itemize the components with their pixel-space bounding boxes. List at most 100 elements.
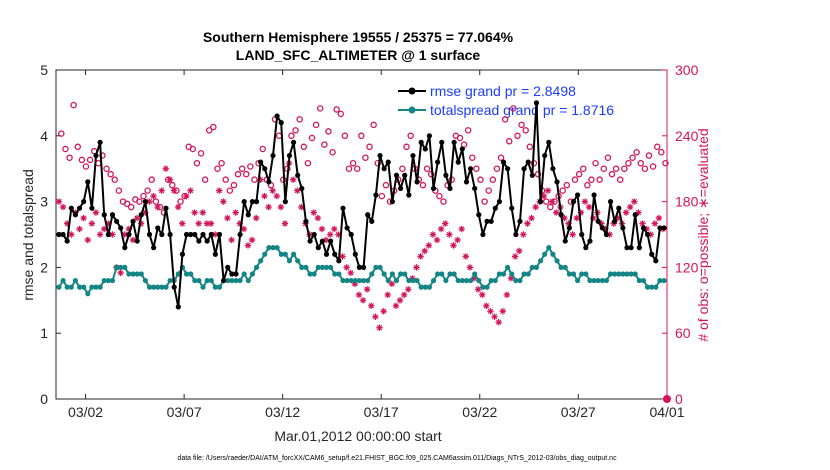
possible-obs-marker bbox=[641, 165, 649, 172]
totalspread-point bbox=[521, 271, 527, 277]
totalspread-point bbox=[587, 277, 593, 284]
x-tick-label: 04/01 bbox=[649, 404, 684, 420]
rmse-point bbox=[612, 218, 618, 224]
possible-obs-marker bbox=[658, 148, 665, 156]
totalspread-point bbox=[365, 277, 371, 284]
evaluated-obs-stroke bbox=[159, 187, 165, 194]
rmse-point bbox=[208, 231, 214, 238]
rmse-point bbox=[546, 139, 552, 145]
evaluated-obs-marker bbox=[466, 264, 474, 271]
possible-obs-marker bbox=[473, 165, 480, 172]
evaluated-obs-stroke bbox=[385, 292, 391, 298]
evaluated-obs-marker bbox=[216, 187, 223, 194]
rmse-point bbox=[398, 185, 404, 192]
evaluated-obs-marker bbox=[359, 297, 367, 304]
rmse-point bbox=[348, 231, 354, 238]
evaluated-obs-marker bbox=[265, 203, 272, 211]
rmse-point bbox=[196, 238, 202, 244]
evaluated-obs-stroke bbox=[130, 237, 136, 243]
possible-obs-marker bbox=[111, 176, 118, 183]
rmse-point bbox=[155, 225, 161, 231]
rmse-point bbox=[455, 159, 461, 165]
rmse-point bbox=[315, 245, 321, 251]
totalspread-point bbox=[208, 277, 214, 284]
evaluated-obs-stroke bbox=[627, 204, 633, 210]
rmse-point bbox=[529, 172, 535, 178]
totalspread-point bbox=[554, 258, 560, 264]
rmse-point bbox=[76, 205, 83, 211]
evaluated-obs-stroke bbox=[343, 264, 350, 271]
totalspread-point bbox=[303, 264, 309, 270]
possible-obs-marker bbox=[214, 165, 221, 172]
evaluated-obs-stroke bbox=[516, 248, 522, 254]
possible-obs-marker bbox=[148, 176, 155, 183]
totalspread-point bbox=[406, 277, 412, 284]
rmse-point bbox=[307, 238, 313, 244]
legend: rmse grand pr = 2.8498 totalspread grand… bbox=[394, 80, 656, 120]
totalspread-point bbox=[146, 284, 153, 290]
rmse-point bbox=[616, 205, 622, 211]
rmse-point bbox=[492, 205, 498, 211]
rmse-point bbox=[97, 139, 103, 145]
totalspread-point bbox=[56, 284, 62, 290]
rmse-point bbox=[340, 205, 346, 211]
evaluated-obs-stroke bbox=[60, 204, 66, 210]
totalspread-point bbox=[183, 271, 190, 277]
possible-obs-marker bbox=[82, 163, 90, 170]
evaluated-obs-marker bbox=[511, 253, 519, 260]
evaluated-obs-marker bbox=[585, 203, 593, 211]
rmse-point bbox=[389, 199, 395, 205]
possible-obs-marker bbox=[436, 192, 443, 200]
evaluated-obs-stroke bbox=[163, 166, 169, 172]
evaluated-obs-marker bbox=[174, 203, 182, 211]
possible-obs-marker bbox=[292, 127, 299, 134]
evaluated-obs-stroke bbox=[541, 193, 547, 199]
possible-obs-marker bbox=[206, 127, 213, 134]
evaluated-obs-marker bbox=[314, 214, 322, 222]
totalspread-point bbox=[163, 284, 169, 290]
evaluated-obs-stroke bbox=[397, 297, 403, 303]
evaluated-obs-stroke bbox=[459, 226, 465, 232]
possible-obs-marker bbox=[243, 170, 250, 178]
evaluated-obs-marker bbox=[183, 192, 190, 200]
possible-obs-marker bbox=[514, 132, 521, 140]
totalspread-point bbox=[348, 277, 354, 284]
possible-obs-marker bbox=[58, 130, 65, 137]
evaluated-obs-marker bbox=[339, 253, 346, 260]
totalspread-point bbox=[603, 277, 610, 284]
possible-obs-marker bbox=[325, 128, 332, 135]
possible-obs-marker bbox=[571, 176, 579, 183]
rmse-point bbox=[562, 238, 568, 244]
evaluated-obs-stroke bbox=[146, 198, 153, 205]
evaluated-obs-marker bbox=[203, 220, 211, 227]
possible-obs-marker bbox=[107, 170, 114, 178]
rmse-point bbox=[60, 231, 66, 238]
evaluated-obs-stroke bbox=[656, 215, 662, 221]
evaluated-obs-marker bbox=[80, 214, 87, 222]
totalspread-point bbox=[76, 284, 83, 290]
totalspread-point bbox=[583, 271, 589, 277]
evaluated-obs-stroke bbox=[335, 231, 342, 238]
evaluated-obs-stroke bbox=[339, 253, 346, 260]
y-left-tick-label: 4 bbox=[40, 128, 48, 144]
evaluated-obs-marker bbox=[417, 253, 424, 260]
rmse-point bbox=[653, 258, 659, 264]
evaluated-obs-stroke bbox=[117, 270, 124, 276]
totalspread-point bbox=[484, 284, 490, 290]
totalspread-point bbox=[562, 264, 568, 270]
evaluated-obs-stroke bbox=[200, 209, 206, 216]
rmse-point bbox=[113, 218, 120, 224]
evaluated-obs-marker bbox=[376, 324, 383, 331]
rmse-point bbox=[241, 199, 247, 205]
evaluated-obs-stroke bbox=[187, 187, 194, 194]
evaluated-obs-stroke bbox=[532, 204, 539, 210]
evaluated-obs-marker bbox=[228, 236, 235, 244]
rmse-point bbox=[171, 284, 177, 290]
totalspread-point bbox=[612, 271, 618, 277]
possible-obs-marker bbox=[103, 165, 110, 172]
rmse-point bbox=[299, 185, 305, 192]
rmse-point bbox=[295, 172, 301, 178]
y-right-tick-label: 240 bbox=[675, 128, 699, 144]
x-tick-label: 03/12 bbox=[265, 404, 300, 420]
